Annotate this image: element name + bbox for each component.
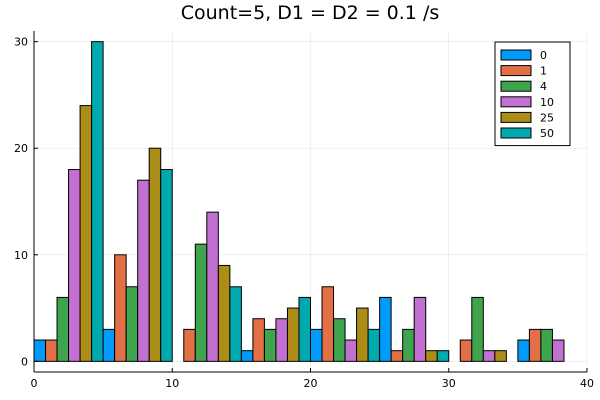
bar-series-50 [367, 328, 381, 362]
y-tick-label: 0 [21, 355, 28, 368]
y-tick-label: 30 [14, 36, 28, 49]
bar-series-0 [517, 339, 530, 362]
bar-series-4 [194, 243, 208, 362]
bar-series-10 [206, 211, 219, 362]
bar-series-0 [33, 339, 47, 362]
bar-series-25 [79, 105, 93, 362]
bar-series-10 [68, 169, 81, 362]
bar-series-4 [471, 296, 484, 362]
y-tick-label: 20 [14, 142, 28, 155]
x-tick-label: 40 [580, 377, 594, 390]
legend-swatch-4 [500, 80, 532, 92]
bar-series-1 [390, 350, 404, 362]
bar-series-4 [333, 318, 346, 362]
bar-series-1 [45, 339, 58, 362]
bar-series-4 [125, 286, 139, 362]
bar-series-4 [263, 328, 277, 362]
bar-series-1 [321, 286, 335, 362]
bar-series-4 [540, 328, 553, 362]
bar-series-25 [425, 350, 438, 362]
bar-series-10 [551, 339, 565, 362]
bar-series-25 [494, 350, 507, 362]
bar-series-0 [102, 328, 116, 362]
bar-series-10 [275, 318, 288, 362]
bar-series-25 [356, 307, 369, 362]
bars [33, 41, 565, 362]
bar-series-1 [459, 339, 473, 362]
x-tick-label: 20 [304, 377, 318, 390]
bar-series-25 [148, 147, 162, 362]
x-tick-label: 30 [442, 377, 456, 390]
bar-series-0 [379, 296, 392, 362]
bar-series-4 [56, 296, 70, 362]
chart-title: Count=5, D1 = D2 = 0.1 /s [181, 2, 440, 24]
bar-series-1 [252, 318, 265, 362]
legend-label-50: 50 [540, 127, 554, 140]
bar-series-1 [183, 328, 196, 362]
bar-series-4 [402, 328, 415, 362]
x-tick-label: 10 [165, 377, 179, 390]
legend-swatch-10 [500, 96, 532, 108]
bar-series-10 [137, 179, 150, 362]
legend-label-0: 0 [540, 49, 547, 62]
bar-series-50 [91, 41, 104, 362]
bar-series-10 [344, 339, 358, 362]
legend-label-4: 4 [540, 80, 547, 93]
bar-series-0 [240, 350, 254, 362]
bar-series-25 [217, 264, 231, 362]
bar-series-1 [528, 328, 542, 362]
legend-label-1: 1 [540, 65, 547, 78]
x-tick-label: 0 [31, 377, 38, 390]
legend-label-10: 10 [540, 96, 554, 109]
bar-series-50 [436, 350, 450, 362]
bar-series-1 [114, 254, 127, 362]
bar-series-50 [229, 286, 242, 362]
legend: 0 1 4 10 25 50 [494, 41, 571, 147]
bar-series-50 [298, 296, 311, 362]
legend-swatch-0 [500, 49, 532, 61]
y-tick-label: 10 [14, 249, 28, 262]
bar-series-50 [160, 169, 173, 362]
legend-swatch-50 [500, 127, 532, 139]
bar-series-25 [286, 307, 300, 362]
bar-series-10 [413, 296, 427, 362]
legend-label-25: 25 [540, 111, 554, 124]
legend-swatch-25 [500, 111, 532, 123]
legend-swatch-1 [500, 65, 532, 77]
bar-series-10 [482, 350, 496, 362]
bar-series-0 [310, 328, 323, 362]
